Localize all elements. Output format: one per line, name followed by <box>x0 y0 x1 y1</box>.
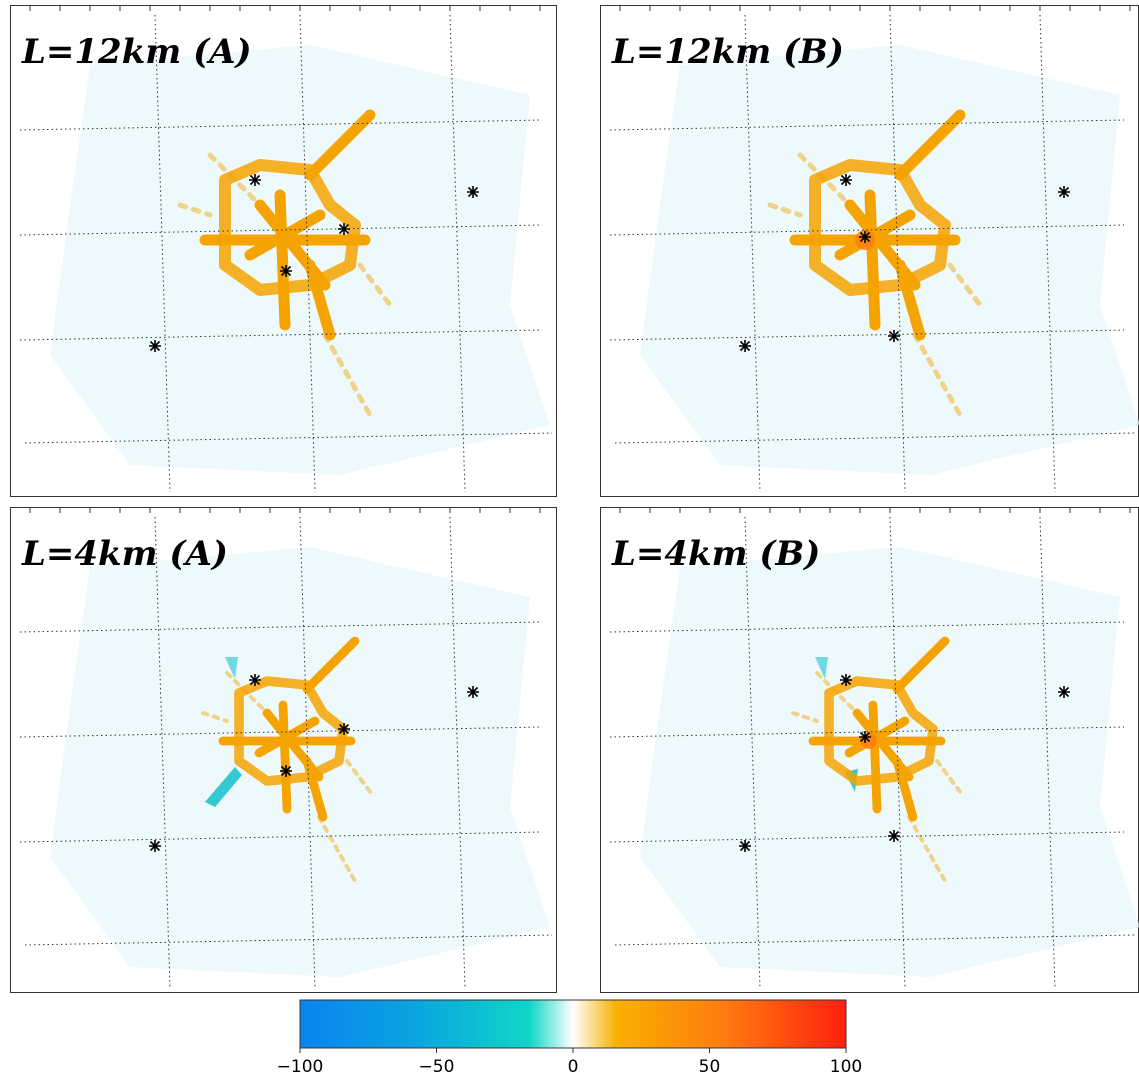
frame-ticks <box>619 5 1131 11</box>
site-marker <box>338 723 350 735</box>
positive-field <box>791 636 964 884</box>
negative-field <box>50 547 550 977</box>
negative-patch <box>205 767 242 807</box>
map-panel: L=4km (B) <box>600 507 1139 993</box>
map-panel: L=4km (A) <box>10 507 557 993</box>
panel-label: L=4km (B) <box>611 534 820 574</box>
graticule <box>609 14 1135 493</box>
site-marker <box>280 765 292 777</box>
frame-ticks <box>29 507 541 513</box>
site-marker <box>840 174 852 186</box>
site-marker <box>249 174 261 186</box>
outer-roads <box>201 671 374 884</box>
colorbar-tick-label: 100 <box>830 1057 862 1075</box>
colorbar-tick-label: −50 <box>419 1057 455 1075</box>
site-marker <box>338 223 350 235</box>
colorbar-tick-label: 50 <box>699 1057 721 1075</box>
graticule <box>19 516 553 989</box>
radial-roads <box>218 636 360 822</box>
site-marker <box>1058 686 1070 698</box>
site-marker <box>739 340 751 352</box>
site-marker <box>149 840 161 852</box>
positive-field <box>767 109 983 418</box>
site-marker <box>859 731 871 743</box>
site-marker <box>280 265 292 277</box>
ring-road <box>809 159 951 296</box>
site-marker <box>888 330 900 342</box>
graticule <box>19 14 553 493</box>
site-marker <box>467 186 479 198</box>
ring-road <box>824 676 938 786</box>
colorbar <box>299 999 847 1049</box>
graticule <box>609 516 1135 989</box>
radial-roads <box>199 109 376 341</box>
site-marker <box>1058 186 1070 198</box>
site-marker <box>888 830 900 842</box>
site-marker <box>840 674 852 686</box>
site-marker <box>149 340 161 352</box>
frame-ticks <box>29 5 541 11</box>
site-marker <box>467 686 479 698</box>
map-panel: L=12km (B) <box>600 5 1139 497</box>
site-marker <box>249 674 261 686</box>
frame-ticks <box>619 507 1131 513</box>
colorbar-tick-label: −100 <box>277 1057 324 1075</box>
negative-field <box>640 547 1139 977</box>
panel-label: L=12km (B) <box>611 32 844 72</box>
negative-patch <box>815 657 828 679</box>
panel-label: L=12km (A) <box>21 32 252 72</box>
map-panel: L=12km (A) <box>10 5 557 497</box>
ring-road <box>219 159 361 296</box>
outer-roads <box>767 152 983 418</box>
colorbar-tick-label: 0 <box>568 1057 579 1075</box>
negative-patch <box>225 657 238 679</box>
site-marker <box>859 231 871 243</box>
positive-field <box>177 109 393 418</box>
outer-roads <box>177 152 393 418</box>
panel-label: L=4km (A) <box>21 534 228 574</box>
site-marker <box>739 840 751 852</box>
outer-roads <box>791 671 964 884</box>
